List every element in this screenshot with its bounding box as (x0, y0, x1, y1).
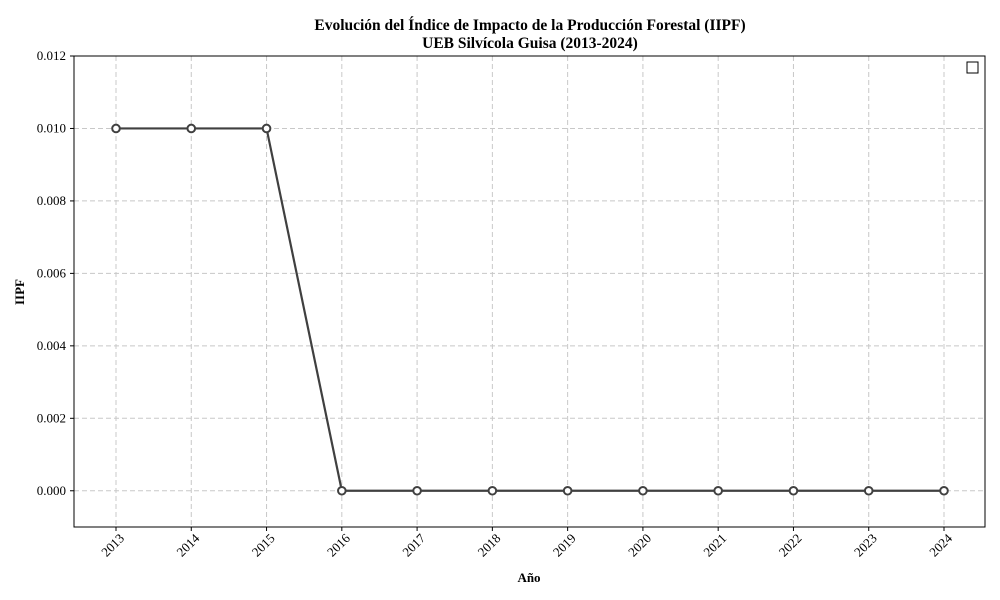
chart-title-line2: UEB Silvícola Guisa (2013-2024) (422, 35, 638, 52)
grid-lines (74, 55, 985, 527)
y-tick-label: 0.008 (37, 193, 66, 208)
plot-area-frame (73, 55, 986, 528)
x-tick-label: 2016 (324, 530, 353, 559)
y-axis-ticks: 0.000 0.002 0.004 0.006 0.008 0.010 0.012 (37, 48, 74, 498)
x-tick-label: 2022 (776, 531, 805, 560)
y-tick-label: 0.010 (37, 120, 66, 135)
x-tick-label: 2018 (474, 531, 503, 560)
y-axis-label: IIPF (12, 279, 27, 305)
y-tick-label: 0.006 (37, 265, 67, 280)
data-point-2022 (788, 485, 799, 496)
data-point-2024 (939, 485, 949, 496)
data-point-2018 (487, 485, 498, 496)
data-point-2023 (863, 485, 874, 496)
data-point-2014 (186, 123, 197, 134)
x-tick-label: 2017 (399, 530, 428, 559)
data-point-2016 (337, 485, 347, 496)
x-tick-label: 2014 (173, 530, 202, 559)
x-tick-label: 2024 (926, 530, 955, 559)
data-point-2017 (412, 485, 422, 496)
chart-title-line1: Evolución del Índice de Impacto de la Pr… (314, 17, 745, 34)
data-point-2019 (562, 485, 573, 496)
data-point-2015 (261, 123, 272, 134)
y-tick-label: 0.002 (37, 410, 66, 425)
x-tick-label: 2023 (851, 531, 880, 560)
x-tick-label: 2013 (98, 531, 127, 560)
x-axis-ticks: 2013 2014 2015 2016 2017 2018 2019 2020 2021 2022… (98, 527, 955, 560)
data-point-2021 (713, 485, 723, 496)
x-tick-label: 2020 (625, 531, 654, 560)
data-point-2013 (111, 123, 121, 134)
x-tick-label: 2015 (249, 531, 278, 560)
legend-box (966, 61, 979, 74)
series-layer (111, 123, 949, 496)
series-line (116, 127, 944, 492)
x-tick-label: 2019 (550, 531, 579, 560)
y-tick-label: 0.004 (37, 338, 67, 353)
data-point-2020 (638, 485, 648, 496)
y-tick-label: 0.012 (37, 48, 66, 63)
x-axis-label: Año (517, 570, 540, 585)
y-tick-label: 0.000 (37, 483, 66, 498)
x-tick-label: 2021 (700, 531, 729, 560)
